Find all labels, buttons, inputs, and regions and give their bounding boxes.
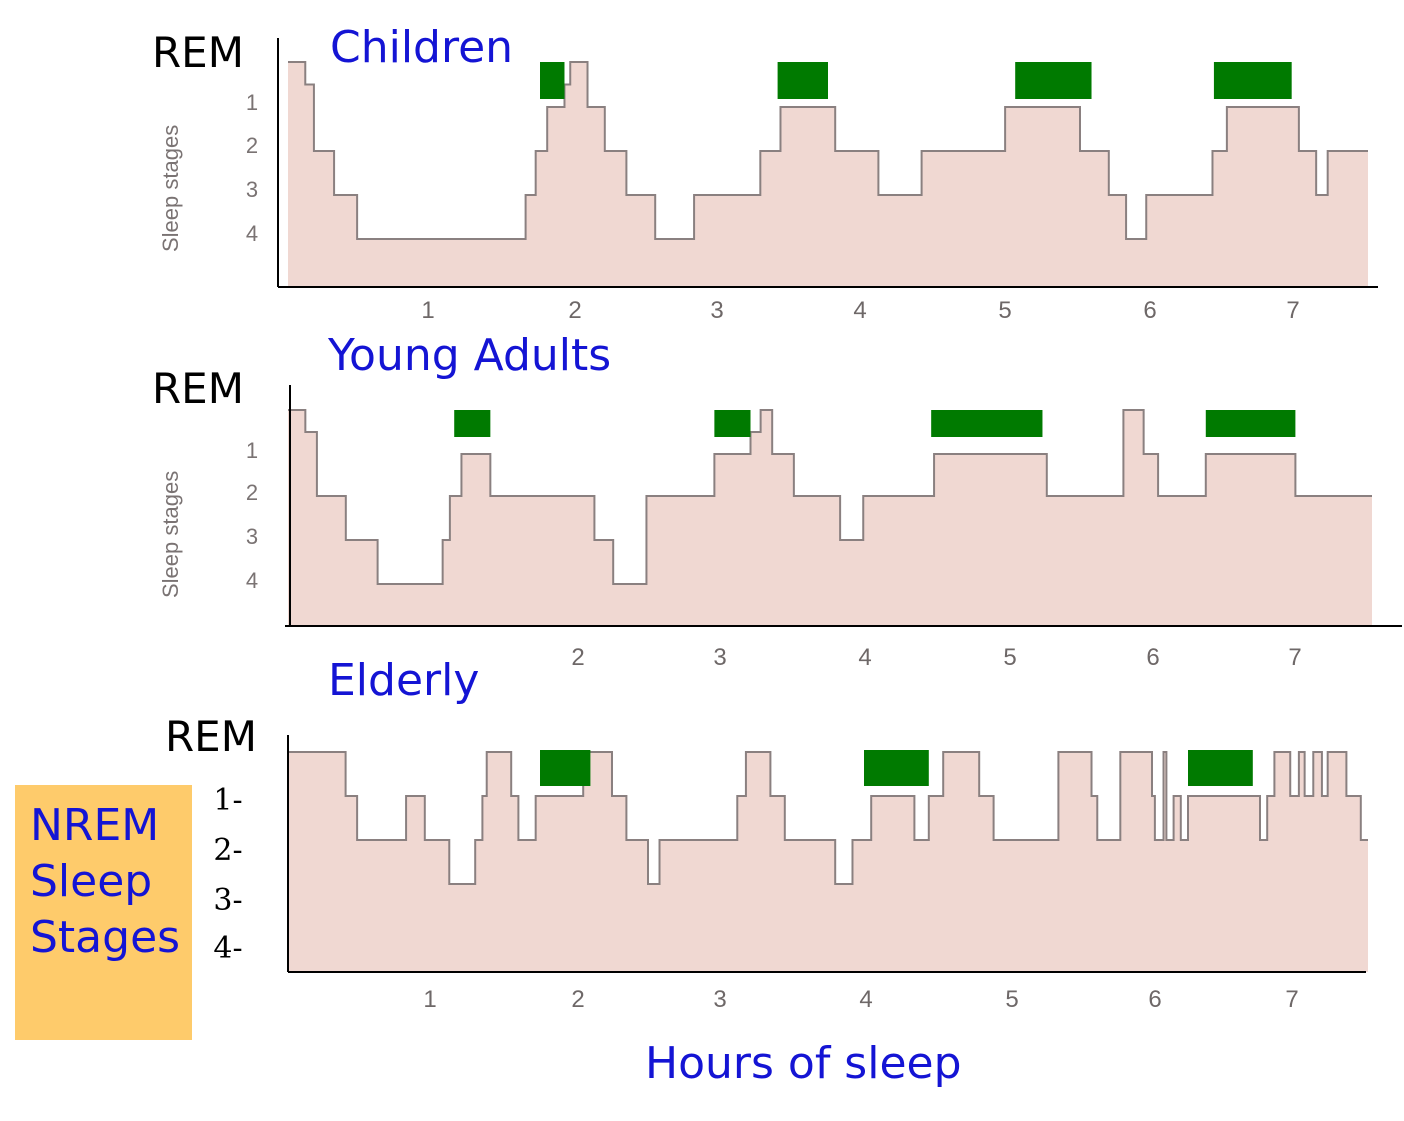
y-axis-label-children: Sleep stages bbox=[158, 124, 183, 252]
panel-title-young-adults: Young Adults bbox=[328, 330, 612, 381]
x-tick-label: 3 bbox=[713, 986, 726, 1013]
x-tick-label: 6 bbox=[1148, 986, 1161, 1013]
x-tick-label: 5 bbox=[998, 297, 1011, 324]
rem-label-young-adults: REM bbox=[152, 364, 244, 413]
y-tick-label: 3- bbox=[213, 883, 242, 918]
rem-bar bbox=[931, 410, 1043, 437]
rem-label-elderly: REM bbox=[165, 712, 257, 761]
y-tick-label: 4 bbox=[246, 221, 258, 246]
y-axis-label-young-adults: Sleep stages bbox=[158, 470, 183, 598]
y-tick-label: 3 bbox=[246, 177, 258, 202]
x-tick-label: 4 bbox=[853, 297, 866, 324]
y-tick-label: 1- bbox=[213, 783, 242, 818]
x-tick-label: 2 bbox=[571, 644, 584, 671]
legend-line: Sleep bbox=[30, 856, 153, 907]
nrem-legend-text: NREM Sleep Stages bbox=[30, 798, 180, 966]
y-tick-label: 1 bbox=[246, 438, 258, 463]
y-tick-label: 4- bbox=[213, 931, 242, 966]
nrem-legend-box: NREM Sleep Stages bbox=[15, 785, 192, 1040]
x-tick-label: 1 bbox=[423, 986, 436, 1013]
x-tick-label: 5 bbox=[1003, 644, 1016, 671]
x-tick-label: 2 bbox=[568, 297, 581, 324]
panel-title-elderly: Elderly bbox=[328, 655, 480, 706]
y-tick-label: 2 bbox=[246, 480, 258, 505]
legend-line: NREM bbox=[30, 800, 160, 851]
y-tick-label: 2 bbox=[246, 133, 258, 158]
legend-line: Stages bbox=[30, 912, 181, 963]
rem-bar bbox=[1213, 62, 1292, 99]
rem-bar bbox=[1205, 410, 1296, 437]
hypnogram-line-1 bbox=[288, 409, 1372, 585]
y-tick-label: 1 bbox=[246, 90, 258, 115]
rem-bar bbox=[1015, 62, 1092, 99]
x-tick-label: 3 bbox=[710, 297, 723, 324]
x-tick-label: 3 bbox=[713, 644, 726, 671]
panel-title-children: Children bbox=[330, 22, 514, 73]
rem-bar bbox=[540, 62, 565, 99]
x-tick-label: 7 bbox=[1288, 644, 1301, 671]
x-tick-label: 6 bbox=[1143, 297, 1156, 324]
x-tick-label: 5 bbox=[1005, 986, 1018, 1013]
rem-bar bbox=[714, 410, 751, 437]
above-curve-fill-1 bbox=[288, 368, 1372, 584]
x-tick-label: 2 bbox=[571, 986, 584, 1013]
x-axis-title: Hours of sleep bbox=[645, 1038, 962, 1089]
y-tick-label: 3 bbox=[246, 524, 258, 549]
x-tick-label: 4 bbox=[858, 644, 871, 671]
y-tick-label: 2- bbox=[213, 833, 242, 868]
rem-bar bbox=[454, 410, 491, 437]
x-tick-label: 7 bbox=[1286, 297, 1299, 324]
x-tick-label: 4 bbox=[859, 986, 872, 1013]
rem-bar bbox=[540, 750, 591, 786]
rem-label-children: REM bbox=[152, 28, 244, 77]
rem-bar bbox=[864, 750, 929, 786]
x-tick-label: 1 bbox=[421, 297, 434, 324]
rem-bar bbox=[1188, 750, 1253, 786]
hypnogram-line-2 bbox=[288, 751, 1368, 885]
x-tick-label: 7 bbox=[1285, 986, 1298, 1013]
hypnogram-line-0 bbox=[288, 61, 1368, 240]
y-tick-label: 4 bbox=[246, 568, 258, 593]
x-tick-label: 6 bbox=[1146, 644, 1159, 671]
rem-bar bbox=[777, 62, 828, 99]
